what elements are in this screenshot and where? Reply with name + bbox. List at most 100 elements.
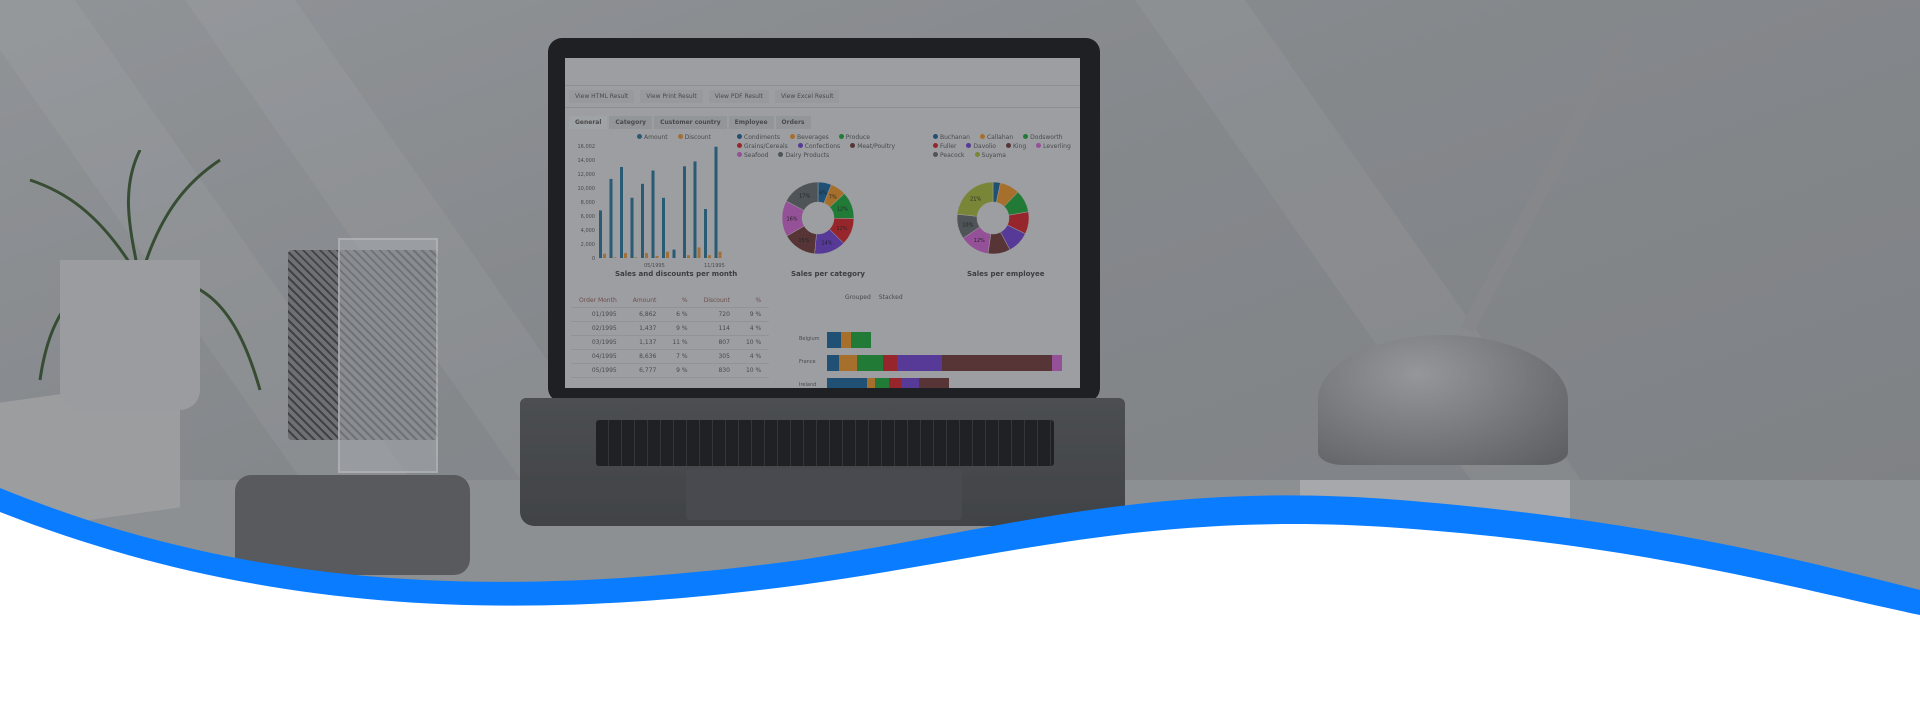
column-header[interactable]: % [664,294,696,308]
screen-tabs: General Category Customer country Employ… [565,108,1080,129]
stacked-segment [827,354,839,371]
table-cell: 04/1995 [571,349,625,364]
legend-item[interactable]: Discount [677,134,711,141]
table-cell: 4 % [737,349,770,364]
legend-item[interactable]: Dodsworth [1023,134,1063,141]
legend-item[interactable]: Buchanan [933,134,970,141]
keyboard [596,420,1054,466]
table-cell: 9 % [664,363,696,378]
legend-item[interactable]: Amount [637,134,668,141]
legend-item[interactable]: Peacock [933,152,965,159]
touchpad [686,468,962,520]
stacked-segment [875,377,889,388]
white-area [0,512,1920,721]
x-tick-label: 11/1995 [704,263,725,269]
discount-bar [645,253,648,258]
legend-item[interactable]: Meat/Poultry [850,143,895,150]
pie-slice [785,181,819,211]
amount-bar [662,197,665,258]
legend-item[interactable]: Dairy Products [778,152,829,159]
table-cell: 7 % [664,349,696,364]
pie-slice [956,181,994,217]
amount-bar [683,166,686,258]
legend-item[interactable]: Fuller [933,143,956,150]
laptop-screen: View HTML Result View Print Result View … [565,58,1080,388]
slice-label: 15% [798,238,809,244]
pencil-cup [288,250,438,440]
column-header[interactable]: % [737,294,770,308]
column-header[interactable]: Discount [695,294,738,308]
table-row: 01/1995 6,862 6 % 720 9 % [571,307,770,322]
employee-legend: Buchanan Callahan Dodsworth Fuller Davolio Ki… [933,134,1080,159]
sales-table: Order Month Amount% Discount% 01/1995 6,862… [571,294,770,378]
table-cell: 6,777 [624,363,665,378]
stacked-segment [883,354,897,371]
table-cell: 1,437 [624,321,665,336]
view-print-button[interactable]: View Print Result [640,90,703,103]
view-excel-button[interactable]: View Excel Result [774,90,840,103]
table-cell: 807 [695,335,738,350]
legend-item[interactable]: Leverling [1036,143,1071,150]
result-buttons: View HTML Result View Print Result View … [565,86,1080,108]
dashboard-charts: 16,002 14,000 12,000 10,000 8,000 6,000 4,000 2… [578,144,1030,269]
amount-bar [704,209,707,258]
view-html-button[interactable]: View HTML Result [569,90,635,103]
discount-bar [718,251,722,258]
slice-label: 16% [786,216,797,222]
legend-item[interactable]: Suyama [974,152,1006,159]
legend-item[interactable]: Produce [838,134,870,141]
table-row: 03/1995 1,137 11 % 807 10 % [571,335,770,350]
legend-item[interactable]: Davolio [966,143,996,150]
legend-item[interactable]: Beverages [789,134,829,141]
y-tick-label: 4,000 [581,228,595,234]
slice-label: 7% [829,195,837,201]
amount-bar [641,183,644,258]
view-pdf-button[interactable]: View PDF Result [708,90,769,103]
legend-item[interactable]: Callahan [979,134,1013,141]
slice-label: 21% [970,197,981,203]
legend-item[interactable]: King [1005,143,1026,150]
legend-item[interactable]: Confections [797,143,840,150]
table-cell: 9 % [664,321,696,336]
tab-orders[interactable]: Orders [775,116,811,129]
grouped-radio[interactable]: Grouped [845,294,871,301]
plant [29,150,262,391]
slice-label: 17% [799,194,810,200]
amount-bar [651,170,655,258]
amount-bar [609,178,613,258]
amount-bar [693,161,697,258]
legend-item[interactable]: Grains/Cereals [737,143,788,150]
stacked-categories: Belgium France Ireland [799,328,1062,388]
table-cell: 6 % [664,307,696,322]
table-row: 02/1995 1,437 9 % 114 4 % [571,321,770,336]
discount-bar [603,253,606,258]
stacked-segment [857,354,883,371]
column-header[interactable]: Amount [624,294,665,308]
slice-label: 6% [819,190,827,196]
stacked-segment [827,377,867,388]
tab-general[interactable]: General [569,116,608,129]
plant-pot [60,260,200,410]
amount-bar [714,146,718,258]
tab-category[interactable]: Category [609,116,653,129]
legend-item[interactable]: Condiments [737,134,780,141]
discount-bar [655,255,659,258]
table-cell: 03/1995 [571,335,625,350]
stacked-segment [919,377,949,388]
stacked-segment [839,354,857,371]
stacked-segment [851,331,871,348]
tab-customer-country[interactable]: Customer country [654,116,727,129]
table-row: 04/1995 8,636 7 % 305 4 % [571,349,770,364]
amount-bar [599,210,602,258]
notebook [235,475,470,575]
stacked-row: Belgium [799,328,1062,351]
slice-label: 12% [837,207,848,213]
legend-item[interactable]: Seafood [737,152,768,159]
discount-bar [624,253,627,258]
stacked-segment [827,331,841,348]
table-cell: 1,137 [624,335,665,350]
column-header[interactable]: Order Month [571,294,625,308]
slice-label: 14% [821,240,832,246]
stacked-radio[interactable]: Stacked [878,294,903,301]
tab-employee[interactable]: Employee [728,116,774,129]
